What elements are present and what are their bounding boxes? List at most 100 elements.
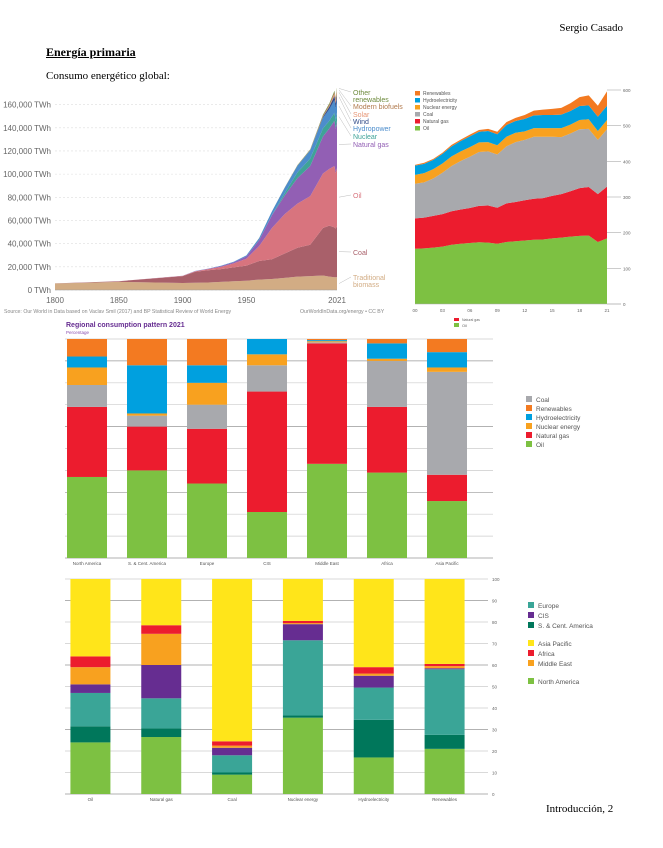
x-tick-label: 1950	[238, 296, 256, 305]
legend-label-traditional-biomass: biomass	[353, 282, 380, 289]
x-tick-label: CIS	[263, 561, 271, 566]
bar-asia-pacific-nuclear-energy	[427, 367, 467, 372]
legend-swatch	[528, 660, 534, 666]
area-nuclear-energy	[415, 119, 607, 184]
legend-swatch	[526, 441, 532, 447]
legend-swatch	[415, 98, 420, 103]
legend-label-oil: Oil	[462, 323, 467, 328]
global-energy-chart: 0 TWh 20,000 TWh 40,000 TWh 60,000 TWh 80,00…	[3, 87, 403, 315]
area-traditional-biomass	[55, 275, 337, 290]
y-tick-label: 60	[492, 663, 498, 668]
legend-connector	[338, 92, 352, 115]
legend-label-modern-biofuels: Modern biofuels	[353, 104, 403, 111]
bar-hydroelectricity-europe	[353, 687, 394, 720]
legend-label-coal: Coal	[353, 250, 368, 257]
legend-swatch	[526, 396, 532, 402]
bar-coal-middle-east	[212, 745, 253, 748]
bar-north-america-coal	[67, 384, 107, 407]
legend-swatch	[415, 105, 420, 110]
bar-natural-gas-asia-pacific	[141, 579, 182, 626]
bar-middle-east-renewables	[307, 339, 347, 341]
bar-renewables-cis	[424, 668, 465, 670]
legend-swatch	[454, 318, 459, 321]
legend-label-s-cent-america: S. & Cent. America	[538, 623, 593, 630]
bar-natural-gas-africa	[141, 625, 182, 634]
bar-hydroelectricity-asia-pacific	[353, 579, 394, 668]
bar-renewables-middle-east	[424, 666, 465, 669]
legend-swatch	[528, 678, 534, 684]
y-tick-label: 300	[623, 195, 631, 200]
legend-swatch	[415, 119, 420, 124]
x-tick-label: 12	[522, 308, 528, 313]
legend-swatch	[454, 323, 459, 327]
bar-europe-natural-gas	[187, 428, 227, 484]
x-tick-label: North America	[73, 561, 102, 566]
x-tick-label: 1850	[110, 296, 128, 305]
section-heading: Energía primaria	[46, 45, 136, 59]
y-tick-label: 200	[623, 231, 631, 236]
bar-hydroelectricity-s-cent-america	[353, 719, 394, 758]
legend-connector	[338, 116, 352, 137]
bar-cis-coal	[247, 365, 287, 392]
bar-s-cent-america-nuclear-energy	[127, 413, 167, 416]
y-tick-label: 60,000 TWh	[8, 216, 51, 225]
y-tick-label: 0 TWh	[28, 286, 51, 295]
legend-label-cis: CIS	[538, 613, 550, 620]
bar-s-cent-america-oil	[127, 470, 167, 558]
legend-swatch	[526, 414, 532, 420]
bar-africa-renewables	[367, 339, 407, 344]
legend-swatch	[415, 91, 420, 96]
intro-text: Consumo energético global:	[46, 70, 170, 82]
page-footer: Introducción, 2	[546, 803, 614, 815]
y-tick-label: 20,000 TWh	[8, 263, 51, 272]
legend-label-oil: Oil	[536, 442, 545, 449]
bar-nuclear-energy-africa	[282, 620, 323, 624]
y-tick-label: 90	[492, 599, 498, 604]
x-tick-label: Oil	[88, 797, 94, 802]
legend-label-hydroelectricity: Hydroelectricity	[536, 415, 581, 422]
bar-north-america-nuclear-energy	[67, 367, 107, 385]
legend-label-hydropower: Hydropower	[353, 126, 391, 133]
bar-europe-coal	[187, 404, 227, 429]
x-tick-label: 15	[550, 308, 556, 313]
page-author: Sergio Casado	[559, 22, 623, 34]
bar-cis-oil	[247, 512, 287, 558]
legend-label-nuclear-energy: Nuclear energy	[423, 105, 457, 111]
bar-hydroelectricity-cis	[353, 675, 394, 688]
bar-hydroelectricity-africa	[353, 667, 394, 674]
x-tick-label: Nuclear energy	[288, 797, 319, 802]
y-tick-label: 0	[623, 302, 626, 307]
y-tick-label: 70	[492, 642, 498, 647]
area-coal	[415, 128, 607, 219]
bar-oil-europe	[70, 692, 111, 727]
legend-label-asia-pacific: Asia Pacific	[538, 641, 572, 648]
bar-nuclear-energy-north-america	[282, 717, 323, 794]
bar-middle-east-hydroelectricity	[307, 340, 347, 342]
legend-label-oil: Oil	[353, 193, 362, 200]
bar-nuclear-energy-cis	[282, 624, 323, 641]
x-tick-label: 1800	[46, 296, 64, 305]
bar-coal-europe	[212, 755, 253, 773]
fuel-by-region-chart: 0 10 20 30 40 50 60 70 80 90 100 Oil Natural gas Coal…	[65, 577, 593, 802]
x-tick-label: 2021	[328, 296, 346, 305]
legend-swatch	[528, 612, 534, 618]
x-tick-label: Coal	[227, 797, 236, 802]
y-tick-label: 80,000 TWh	[8, 193, 51, 202]
y-tick-label: 30	[492, 728, 498, 733]
bar-oil-s-cent-america	[70, 726, 111, 743]
legend-connector	[338, 105, 352, 129]
y-tick-label: 100,000 TWh	[3, 170, 51, 179]
bar-north-america-renewables	[67, 339, 107, 357]
bar-europe-oil	[187, 483, 227, 558]
legend-label-middle-east: Middle East	[538, 661, 572, 668]
bar-nuclear-energy-s-cent-america	[282, 715, 323, 718]
legend-label-other-renewables: renewables	[353, 97, 389, 104]
bar-oil-north-america	[70, 742, 111, 794]
bar-coal-asia-pacific	[212, 579, 253, 742]
legend-label-hydroelectricity: Hydroelectricity	[423, 98, 458, 104]
bar-north-america-natural-gas	[67, 406, 107, 477]
bar-coal-s-cent-america	[212, 772, 253, 775]
y-tick-label: 400	[623, 159, 631, 164]
x-tick-label: 06	[467, 308, 473, 313]
area-natural-gas	[55, 120, 337, 284]
